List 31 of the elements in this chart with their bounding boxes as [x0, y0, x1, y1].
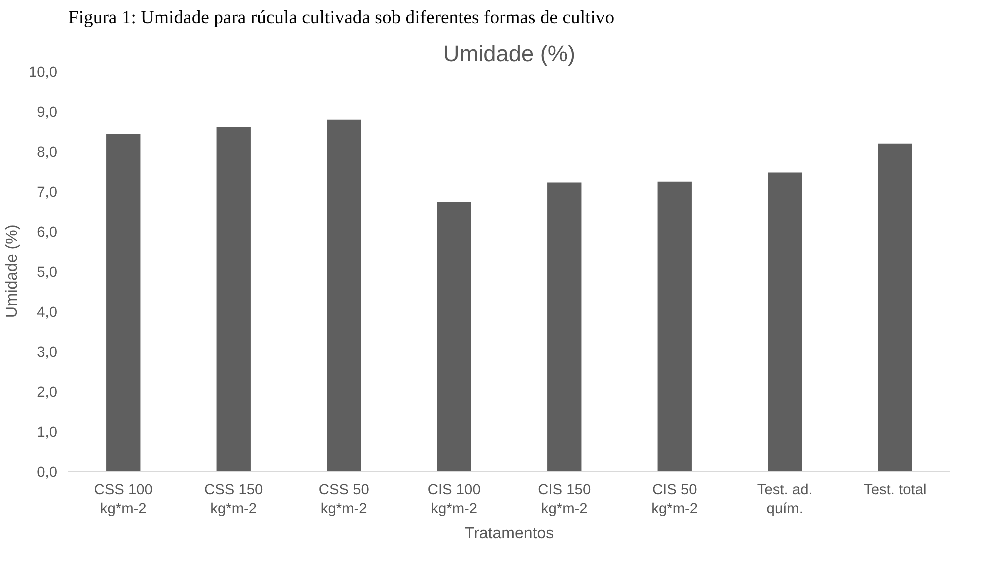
x-tick-label: Test. total [864, 482, 927, 498]
y-tick-label: 5,0 [37, 265, 58, 281]
x-tick-label: CSS 150 kg*m-2 [204, 482, 264, 518]
x-tick-label: Test. ad. quím. [757, 482, 813, 518]
x-tick-label: CSS 50 kg*m-2 [318, 482, 370, 518]
bar [658, 182, 692, 472]
y-tick-label: 9,0 [37, 105, 58, 121]
x-tick-label: CIS 150 kg*m-2 [538, 482, 592, 518]
y-tick-label: 2,0 [37, 385, 58, 401]
bar [878, 144, 912, 472]
text: Figura 1: Umidade para rúcula cultivada sob diferentes formas de cultivo [68, 8, 615, 28]
y-tick-label: 6,0 [37, 225, 58, 241]
y-tick-label: 8,0 [37, 145, 58, 161]
y-axis-title: Umidade (%) [4, 224, 21, 318]
bar [327, 120, 362, 472]
bar [768, 172, 802, 472]
y-tick-label: 7,0 [37, 185, 58, 201]
y-tick-label: 1,0 [37, 425, 58, 441]
y-tick-label: 4,0 [37, 305, 58, 321]
x-axis-title: Tratamentos [464, 526, 554, 543]
y-tick-label: 10,0 [28, 65, 58, 81]
bar [437, 202, 472, 472]
x-tick-label: CIS 50 kg*m-2 [652, 482, 698, 518]
x-tick-label: CIS 100 kg*m-2 [428, 482, 481, 518]
chart-title: Umidade (%) [443, 40, 576, 66]
bar [216, 127, 251, 472]
y-tick-label: 0,0 [37, 465, 58, 481]
bar [106, 134, 141, 472]
bar [548, 182, 582, 472]
y-tick-label: 3,0 [37, 345, 58, 361]
x-tick-label: CSS 100 kg*m-2 [94, 482, 153, 518]
